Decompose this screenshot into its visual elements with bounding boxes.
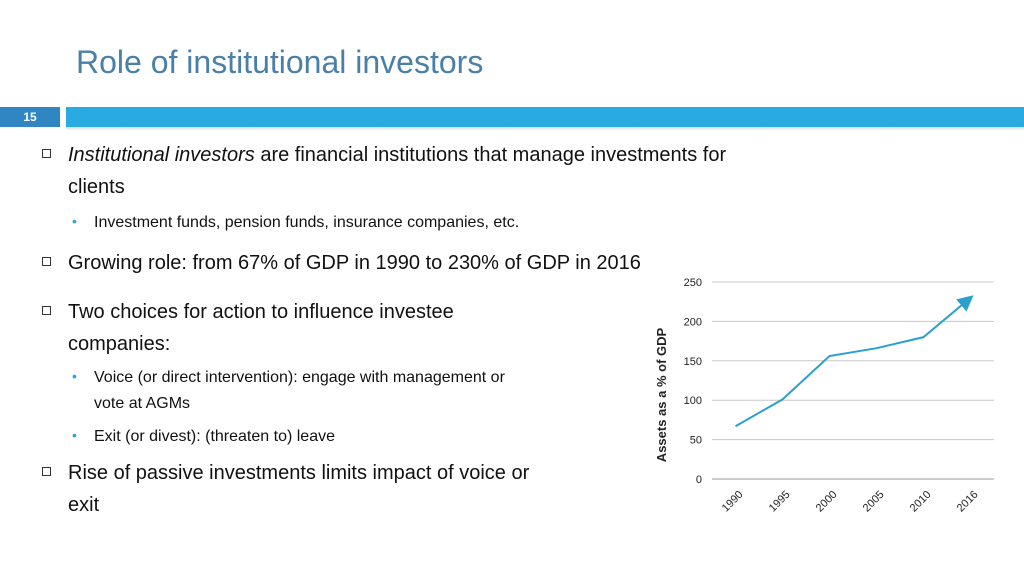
sub-bullet-text-continued: vote at AGMs [94,395,191,412]
y-tick-label: 200 [684,316,702,328]
header-bar-shadow [66,127,1024,131]
slide-title: Role of institutional investors [76,44,484,80]
x-tick-label: 2010 [908,489,934,515]
square-bullet-icon [42,149,51,158]
x-tick-label: 1990 [720,489,746,515]
chart-y-axis-label: Assets as a % of GDP [654,327,669,462]
x-tick-label: 1995 [767,489,793,515]
sub-bullet-voice: • Voice (or direct intervention): engage… [72,365,614,417]
sub-bullet-text: Investment funds, pension funds, insuran… [94,214,520,231]
square-bullet-icon [42,467,51,476]
chart-series-line [735,295,974,428]
sub-bullet-fund-types: • Investment funds, pension funds, insur… [72,210,794,236]
bullet-text: are financial institutions that manage i… [254,144,727,166]
sub-bullet-exit: • Exit (or divest): (threaten to) leave [72,424,614,450]
assets-gdp-line-chart: 0 50 100 150 200 250 1990 1995 2000 2005 2010 2016… [654,277,994,515]
x-tick-label: 2000 [814,489,840,515]
bullet-text-continued: clients [68,176,125,198]
sub-bullet-text: Exit (or divest): (threaten to) leave [94,428,335,445]
bullet-institutional-investors: Institutional investors are financial in… [42,139,868,203]
y-tick-label: 150 [684,356,702,368]
bullet-text: Growing role: from 67% of GDP in 1990 to… [68,252,641,274]
slide-number: 15 [0,107,60,127]
bullet-emphasis: Institutional investors [68,144,255,166]
square-bullet-icon [42,257,51,266]
chart-y-tick-labels: 0 50 100 150 200 250 [684,277,702,486]
square-bullet-icon [42,306,51,315]
y-tick-label: 0 [696,474,702,486]
dot-bullet-icon: • [72,368,77,384]
dot-bullet-icon: • [72,213,77,229]
y-tick-label: 50 [690,435,702,447]
series-line [735,295,974,428]
bullet-text: Rise of passive investments limits impac… [68,462,530,484]
bullet-growing-role: Growing role: from 67% of GDP in 1990 to… [42,247,768,279]
y-tick-label: 250 [684,277,702,289]
y-tick-label: 100 [684,395,702,407]
bullet-text-continued: companies: [68,333,171,355]
header-accent-bar [66,107,1024,127]
bullet-text: Two choices for action to influence inve… [68,301,454,323]
chart-x-tick-labels: 1990 1995 2000 2005 2010 2016 [720,489,981,515]
x-tick-label: 2005 [861,489,887,515]
x-tick-label: 2016 [955,489,981,515]
dot-bullet-icon: • [72,427,77,443]
chart-gridlines [712,281,994,480]
bullet-passive-investments: Rise of passive investments limits impac… [42,457,608,521]
bullet-text-continued: exit [68,494,100,516]
bullet-two-choices: Two choices for action to influence inve… [42,296,608,360]
sub-bullet-text: Voice (or direct intervention): engage w… [94,369,505,386]
